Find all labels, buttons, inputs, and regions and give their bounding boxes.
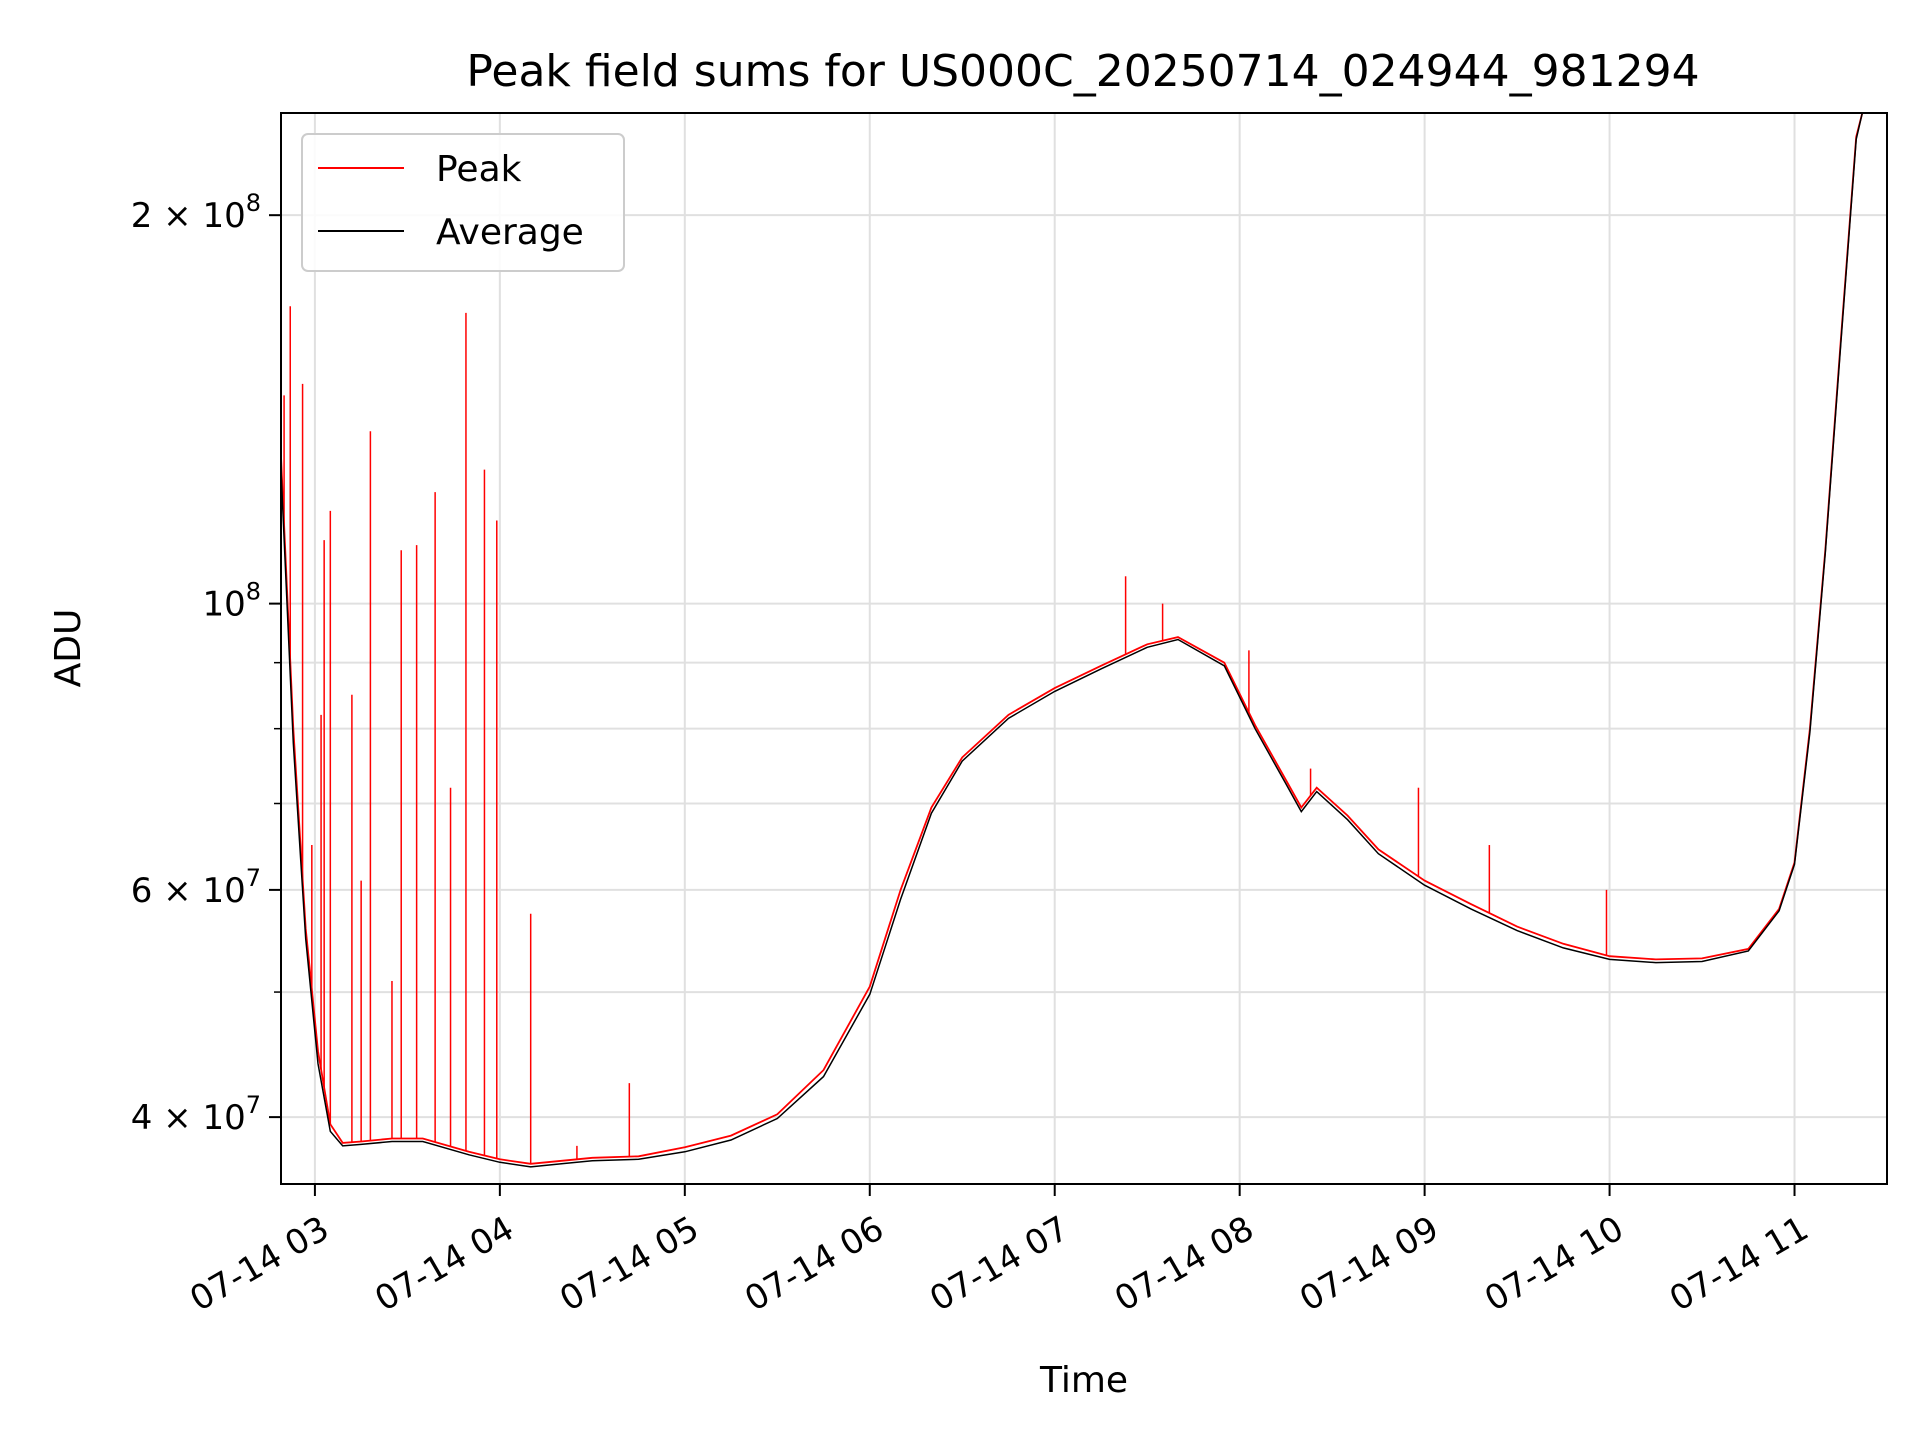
x-axis: 07-14 03 07-14 04 07-14 05 07-14 06 07-14 07… (183, 1184, 1815, 1320)
legend-average-label: Average (436, 212, 584, 253)
x-tick-label: 07-14 03 (183, 1209, 335, 1320)
plot-frame (280, 112, 1888, 1185)
legend: Peak Average (301, 133, 625, 272)
x-tick-label: 07-14 10 (1478, 1209, 1630, 1320)
y-tick-label: 108 (202, 578, 261, 625)
x-tick-label: 07-14 04 (368, 1209, 520, 1320)
y-tick-label: 4 × 107 (131, 1091, 261, 1138)
y-axis: 4 × 107 6 × 107 108 2 × 108 (131, 189, 281, 1138)
y-axis-label: ADU (48, 609, 89, 688)
chart-title: Peak field sums for US000C_20250714_0249… (466, 46, 1699, 97)
plot-background (281, 113, 1887, 1184)
y-tick-label: 2 × 108 (131, 189, 261, 236)
x-tick-label: 07-14 07 (923, 1209, 1075, 1320)
x-tick-label: 07-14 08 (1108, 1209, 1260, 1320)
peak-series-line (281, 113, 1864, 1165)
x-tick-label: 07-14 06 (738, 1209, 890, 1320)
series-layer (281, 113, 1864, 1168)
y-tick-label: 6 × 107 (131, 864, 261, 911)
x-axis-label: Time (1039, 1360, 1128, 1401)
grid (281, 113, 1887, 1184)
average-series-line (281, 113, 1864, 1168)
x-tick-label: 07-14 11 (1663, 1209, 1815, 1320)
x-tick-label: 07-14 09 (1293, 1209, 1445, 1320)
x-tick-label: 07-14 05 (553, 1209, 705, 1320)
legend-peak-label: Peak (436, 149, 522, 190)
